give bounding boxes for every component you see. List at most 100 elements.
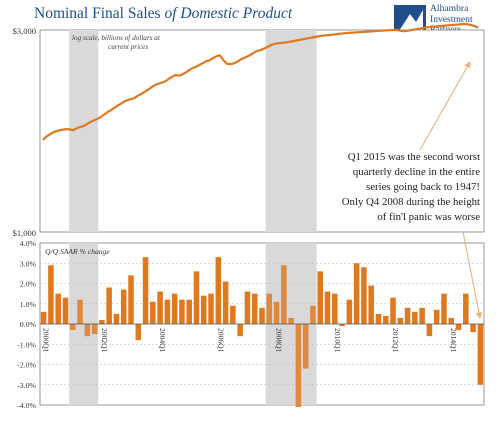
- bar: [295, 324, 302, 408]
- bar: [106, 287, 112, 324]
- bottom-panel: 4.0% 3.0% 2.0% 1.0% 0.0% -1.0% -2.0% -3.0% -4.0%…: [17, 239, 485, 410]
- bar: [62, 297, 69, 324]
- bar: [324, 291, 331, 324]
- bar: [433, 309, 440, 324]
- bar: [390, 297, 396, 324]
- bar: [288, 317, 294, 324]
- bar: [40, 311, 47, 324]
- bar: [259, 307, 265, 324]
- bar: [332, 293, 338, 325]
- x-tick-label: 2014Q1: [449, 328, 458, 353]
- bar: [470, 324, 476, 333]
- bar: [419, 307, 425, 324]
- annotation-arrow-bottom: [462, 231, 483, 320]
- bar: [448, 317, 455, 324]
- annotation-line-4: Only Q4 2008 during the height: [342, 196, 480, 208]
- bar: [397, 317, 404, 324]
- annotation-group: Q1 2015 was the second worst quarterly de…: [342, 61, 483, 320]
- bar: [201, 295, 207, 324]
- bar: [244, 291, 251, 324]
- y-tick-bottom: 0.0%: [20, 320, 37, 329]
- bar: [91, 324, 98, 335]
- bar: [404, 307, 411, 324]
- annotation-line-3: series going back to 1947!: [366, 181, 480, 193]
- bar: [69, 324, 76, 331]
- bar: [222, 281, 229, 324]
- x-tick-label: 2004Q1: [158, 328, 167, 353]
- y-tick-top-max: $3,000: [13, 26, 36, 36]
- y-tick-bottom: 3.0%: [20, 259, 37, 268]
- bar: [251, 293, 258, 325]
- bar: [412, 311, 418, 324]
- bar: [237, 324, 243, 337]
- bar: [186, 299, 192, 324]
- chart-note-line-1: log scale, billions of dollars at: [72, 34, 161, 42]
- logo-text: Alhambra Investment Partners: [430, 3, 473, 36]
- y-tick-bottom: 1.0%: [20, 300, 37, 309]
- bar: [281, 265, 287, 324]
- bar: [164, 299, 171, 324]
- bar: [273, 301, 280, 324]
- y-tick-bottom: -2.0%: [17, 361, 36, 370]
- series-line: [42, 22, 479, 141]
- bar: [171, 293, 178, 325]
- x-tick-label: 2000Q1: [42, 328, 51, 353]
- bar: [128, 275, 134, 324]
- bar: [353, 263, 360, 324]
- bar: [230, 305, 236, 324]
- bar: [455, 324, 462, 331]
- y-tick-bottom: -4.0%: [17, 401, 36, 410]
- recession-band-top-2: [265, 30, 317, 232]
- x-tick-label: 2008Q1: [275, 328, 284, 353]
- bar: [266, 293, 273, 325]
- bar: [310, 305, 316, 324]
- annotation-line-1: Q1 2015 was the second worst: [348, 151, 480, 163]
- bar: [150, 301, 156, 324]
- x-tick-label: 2010Q1: [333, 328, 342, 353]
- bar: [346, 299, 353, 324]
- bar: [142, 257, 149, 324]
- chart-title: Nominal Final Sales of Domestic Product: [34, 5, 292, 23]
- top-panel: $3,000 $1,000 log scale, billions of dolla…: [13, 22, 485, 238]
- bar: [113, 313, 120, 325]
- bar: [302, 324, 309, 369]
- annotation-line-5: of fin'l panic was worse: [377, 211, 480, 223]
- bar: [441, 293, 447, 325]
- bar: [426, 324, 433, 337]
- y-tick-bottom: -1.0%: [17, 340, 36, 349]
- bar: [382, 315, 389, 324]
- bar: [135, 324, 142, 341]
- title-part-1: Nominal Final Sales: [34, 5, 165, 22]
- bar: [179, 299, 185, 324]
- bar: [477, 324, 484, 385]
- bar: [463, 293, 469, 325]
- bar: [375, 313, 382, 325]
- x-tick-label: 2012Q1: [391, 328, 400, 353]
- bar: [84, 324, 91, 337]
- bar: [215, 257, 222, 324]
- logo-line-3: Partners: [430, 24, 462, 35]
- annotation-line-2: quarterly decline in the entire: [353, 166, 480, 178]
- y-tick-bottom: 4.0%: [20, 239, 37, 248]
- bar: [193, 271, 200, 324]
- y-tick-bottom: -3.0%: [17, 381, 36, 390]
- annotation-arrow-top: [419, 61, 471, 151]
- bottom-ylabel: Q/Q SAAR % change: [45, 247, 110, 256]
- bar: [208, 293, 214, 325]
- y-tick-top-min: $1,000: [13, 228, 36, 238]
- logo-line-2: Investment: [430, 13, 473, 25]
- y-tick-bottom: 2.0%: [20, 280, 37, 289]
- bar: [77, 299, 83, 324]
- bar: [48, 265, 54, 324]
- bar: [99, 319, 105, 324]
- x-tick-label: 2006Q1: [216, 328, 225, 353]
- bar: [157, 291, 163, 324]
- bar: [361, 267, 367, 324]
- title-part-2: of Domestic Product: [164, 5, 293, 22]
- top-plot-frame: [39, 29, 485, 233]
- bar: [120, 289, 127, 324]
- chart-note-line-2: current prices: [108, 43, 148, 51]
- x-tick-label: 2002Q1: [100, 328, 109, 353]
- bar: [368, 285, 374, 324]
- bar: [55, 293, 61, 325]
